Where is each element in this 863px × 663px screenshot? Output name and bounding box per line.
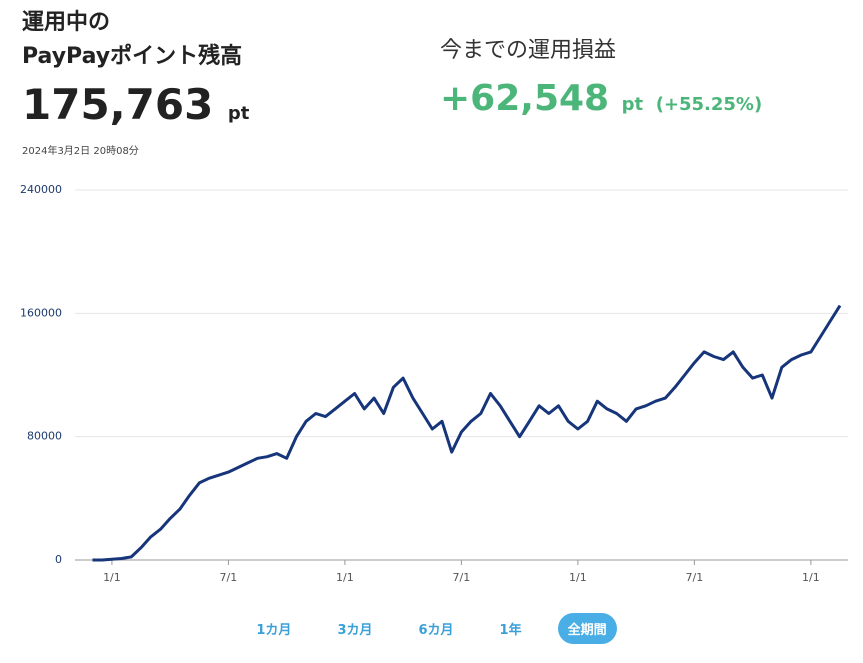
period-tab[interactable]: 6カ月 <box>418 623 454 638</box>
y-tick-label: 240000 <box>20 183 62 196</box>
line <box>92 304 842 562</box>
period-tabs: 1カ月 3カ月 6カ月 1年 全期間 <box>0 613 863 644</box>
period-tab[interactable]: 3カ月 <box>337 623 373 638</box>
x-tick-label: 1/1 <box>336 571 354 584</box>
balance-row: 175,763 pt <box>22 80 249 129</box>
x-tick-label: 7/1 <box>220 571 238 584</box>
period-tab[interactable]: 1年 <box>499 623 522 638</box>
y-tick-label: 0 <box>55 553 62 566</box>
profit-rate: (+55.25%) <box>655 94 763 115</box>
profit-label: 今までの運用損益 <box>440 38 617 63</box>
chart: 0 80000 160000 240000 1/1 7/1 1/1 7/1 1/1 7/1 1/1 <box>20 183 848 584</box>
title: 運用中の <box>22 10 111 35</box>
unit: pt <box>621 94 644 115</box>
profit: +62,548 <box>440 78 610 119</box>
balance: 175,763 <box>22 80 214 129</box>
title: PayPayポイント残高 <box>22 44 243 69</box>
x-tick-label: 1/1 <box>103 571 121 584</box>
y-tick-label: 160000 <box>20 306 62 319</box>
y-tick-label: 80000 <box>27 430 62 443</box>
timestamp: 2024年3月2日 20時08分 <box>22 146 139 157</box>
x-tick-label: 7/1 <box>453 571 471 584</box>
x-tick-label: 7/1 <box>686 571 704 584</box>
x-tick-label: 1/1 <box>569 571 587 584</box>
unit: pt <box>227 103 250 124</box>
profit-row: +62,548 pt (+55.25%) <box>440 78 762 119</box>
x-tick-label: 1/1 <box>802 571 820 584</box>
period-tab[interactable]: 全期間 <box>557 613 617 644</box>
period-tab[interactable]: 1カ月 <box>256 623 292 638</box>
